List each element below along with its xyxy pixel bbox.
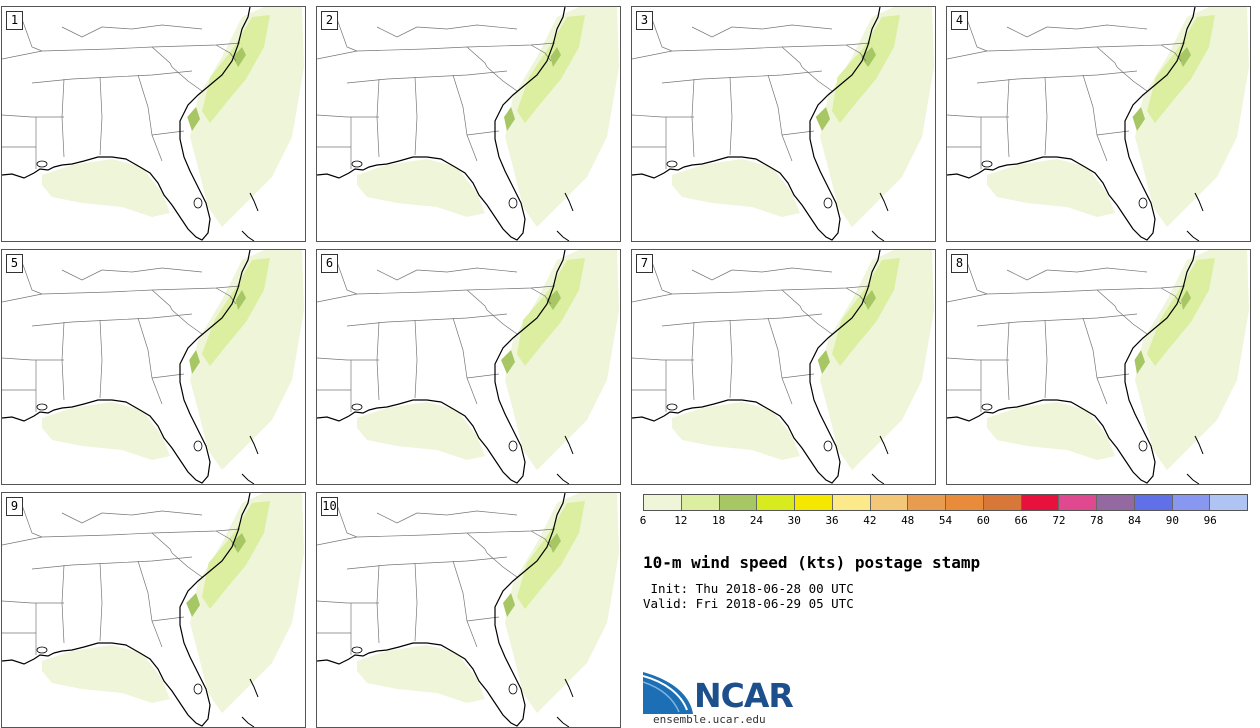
map-canvas <box>632 250 934 484</box>
colorbar-segment <box>1097 495 1135 510</box>
colorbar-tick-label: 48 <box>901 514 915 527</box>
member-number: 7 <box>636 254 653 273</box>
colorbar-tick-label: 54 <box>938 514 953 527</box>
map-panel-10[interactable]: 10 <box>316 492 621 728</box>
map-canvas <box>317 493 619 727</box>
colorbar-segment <box>1172 495 1211 510</box>
colorbar-segment <box>681 495 720 510</box>
map-panel-3[interactable]: 3 <box>631 6 936 242</box>
valid-time: Valid: Fri 2018-06-29 05 UTC <box>643 596 854 611</box>
map-canvas <box>947 250 1249 484</box>
map-canvas <box>2 7 304 241</box>
colorbar-segment <box>946 495 984 510</box>
map-canvas <box>947 7 1249 241</box>
colorbar-tick-label: 84 <box>1127 514 1142 527</box>
colorbar-tick-label: 96 <box>1203 514 1217 527</box>
map-canvas <box>2 250 304 484</box>
colorbar-tick-label: 90 <box>1165 514 1179 527</box>
colorbar-segment <box>832 495 871 510</box>
website-link[interactable]: ensemble.ucar.edu <box>653 713 766 726</box>
colorbar-segment <box>1134 495 1173 510</box>
member-number: 5 <box>6 254 23 273</box>
colorbar-segment <box>719 495 758 510</box>
colorbar-tick-label: 24 <box>749 514 764 527</box>
map-panel-8[interactable]: 8 <box>946 249 1251 485</box>
map-canvas <box>317 7 619 241</box>
colorbar-tick-label: 72 <box>1052 514 1066 527</box>
colorbar-segment <box>983 495 1022 510</box>
map-canvas <box>2 493 304 727</box>
colorbar-tick-label: 6 <box>639 514 647 527</box>
ncar-logo-icon <box>643 672 693 714</box>
member-number: 10 <box>321 497 338 516</box>
colorbar-tick-label: 36 <box>825 514 839 527</box>
ncar-logo-text: NCAR <box>694 676 794 715</box>
colorbar-segment <box>908 495 946 510</box>
colorbar-segment <box>1059 495 1097 510</box>
member-number: 3 <box>636 11 653 30</box>
map-panel-6[interactable]: 6 <box>316 249 621 485</box>
colorbar-segment <box>757 495 795 510</box>
init-time: Init: Thu 2018-06-28 00 UTC <box>643 581 854 596</box>
map-panel-4[interactable]: 4 <box>946 6 1251 242</box>
colorbar-segment <box>644 495 682 510</box>
colorbar-tick-label: 30 <box>787 514 801 527</box>
map-canvas <box>632 7 934 241</box>
map-panel-1[interactable]: 1 <box>1 6 306 242</box>
plot-title: 10-m wind speed (kts) postage stamp <box>643 553 981 572</box>
map-panel-9[interactable]: 9 <box>1 492 306 728</box>
map-canvas <box>317 250 619 484</box>
map-panel-7[interactable]: 7 <box>631 249 936 485</box>
colorbar-tick-label: 66 <box>1014 514 1028 527</box>
member-number: 1 <box>6 11 23 30</box>
member-number: 8 <box>951 254 968 273</box>
colorbar-segment <box>1021 495 1060 510</box>
colorbar-segment <box>795 495 833 510</box>
member-number: 9 <box>6 497 23 516</box>
colorbar-ticks: 6 12 18 24 30 36 42 48 54 60 66 72 78 84 90 96 <box>639 514 1248 530</box>
map-panel-5[interactable]: 5 <box>1 249 306 485</box>
colorbar-segment <box>870 495 909 510</box>
map-panel-2[interactable]: 2 <box>316 6 621 242</box>
colorbar-tick-label: 78 <box>1090 514 1104 527</box>
member-number: 2 <box>321 11 338 30</box>
colorbar-tick-label: 42 <box>863 514 877 527</box>
member-number: 4 <box>951 11 968 30</box>
colorbar-tick-label: 60 <box>976 514 990 527</box>
member-number: 6 <box>321 254 338 273</box>
colorbar-tick-label: 12 <box>674 514 688 527</box>
colorbar-segment <box>1210 495 1247 510</box>
colorbar-tick-label: 18 <box>712 514 726 527</box>
wind-speed-colorbar <box>643 494 1248 511</box>
